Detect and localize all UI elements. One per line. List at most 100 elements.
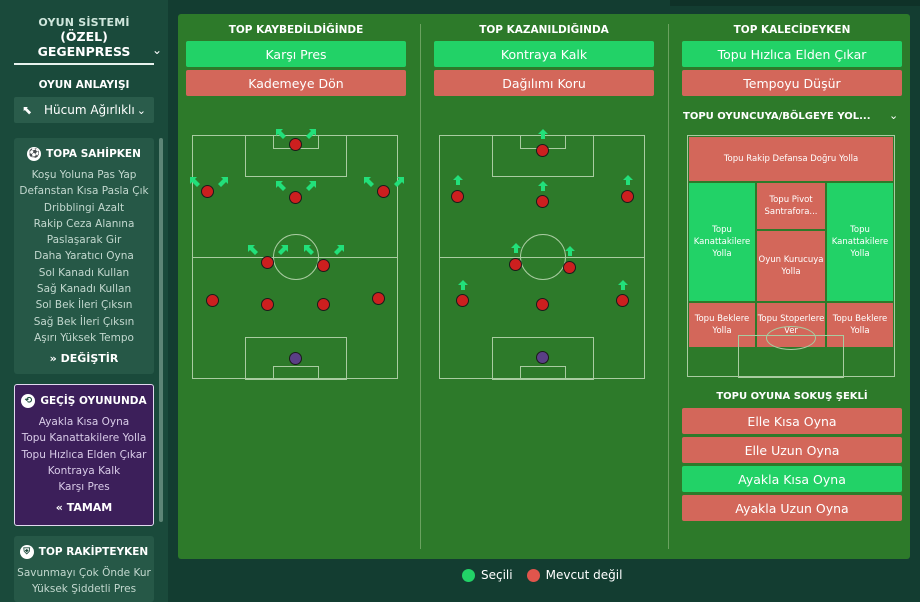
instruction-item: Karşı Pres bbox=[58, 481, 110, 494]
movement-arrow-icon bbox=[275, 180, 287, 192]
center-circle bbox=[520, 234, 566, 280]
option-counter-press[interactable]: Karşı Pres bbox=[186, 41, 406, 67]
zone-right-flank[interactable]: Topu Kanattakilere Yolla bbox=[826, 182, 894, 302]
sidebar-scrollbar[interactable] bbox=[159, 138, 163, 522]
pitch-won bbox=[439, 129, 645, 380]
instruction-item: Yüksek Şiddetli Pres bbox=[31, 583, 137, 596]
out-of-possession-title: TOP RAKİPTEYKEN bbox=[38, 546, 149, 558]
instruction-item: Rakip Ceza Alanına bbox=[33, 217, 135, 230]
legend: Seçili Mevcut değil bbox=[462, 568, 622, 582]
player-marker bbox=[456, 294, 469, 307]
movement-arrow-icon bbox=[537, 128, 549, 140]
goalkeeper-marker bbox=[536, 351, 549, 364]
zone-playmaker[interactable]: Oyun Kurucuya Yolla bbox=[756, 230, 826, 302]
player-marker bbox=[201, 185, 214, 198]
zone-defence-line[interactable]: Topu Rakip Defansa Doğru Yolla bbox=[688, 136, 894, 182]
option-roll-short[interactable]: Elle Kısa Oyna bbox=[682, 408, 902, 434]
in-possession-panel[interactable]: ⚽ TOPA SAHİPKEN Koşu Yoluna Pas Yap Defan… bbox=[14, 138, 154, 374]
transition-main-panel: TOP KAYBEDİLDİĞİNDE Karşı Pres Kademeye … bbox=[178, 14, 910, 559]
instruction-item: Topu Kanattakilere Yolla bbox=[21, 432, 147, 445]
movement-arrow-icon bbox=[363, 176, 375, 188]
option-counter[interactable]: Kontraya Kalk bbox=[434, 41, 654, 67]
option-take-short-kicks[interactable]: Ayakla Kısa Oyna bbox=[682, 466, 902, 492]
instruction-item: Paslaşarak Gir bbox=[46, 234, 122, 247]
movement-arrow-icon bbox=[510, 242, 522, 254]
formation-underline bbox=[14, 63, 154, 65]
movement-arrow-icon bbox=[303, 244, 315, 256]
goal-box-bottom bbox=[273, 366, 319, 380]
mentality-dropdown[interactable]: ⬉ Hücum Ağırlıklı ⌄ bbox=[14, 97, 154, 123]
option-take-long-kicks[interactable]: Ayakla Uzun Oyna bbox=[682, 495, 902, 521]
zone-target-forward[interactable]: Topu Pivot Santrafora... bbox=[756, 182, 826, 230]
movement-arrow-icon bbox=[333, 244, 345, 256]
player-marker bbox=[317, 259, 330, 272]
legend-selected: Seçili bbox=[481, 568, 513, 582]
done-button-label: TAMAM bbox=[66, 501, 113, 515]
instruction-item: Sağ Bek İleri Çıksın bbox=[33, 315, 135, 328]
tactics-sidebar: OYUN SİSTEMİ (ÖZEL) GEGENPRESS ⌄ OYUN AN… bbox=[0, 0, 168, 602]
gk-title: TOP KALECİDEYKEN bbox=[733, 24, 851, 36]
option-hold-shape[interactable]: Dağılımı Koru bbox=[434, 70, 654, 96]
movement-arrow-icon bbox=[189, 176, 201, 188]
lost-title: TOP KAYBEDİLDİĞİNDE bbox=[228, 24, 364, 36]
formation-selector[interactable]: OYUN SİSTEMİ (ÖZEL) GEGENPRESS ⌄ bbox=[0, 0, 168, 59]
top-bar-edge bbox=[670, 0, 920, 6]
movement-arrow-icon bbox=[275, 128, 287, 140]
movement-arrow-icon bbox=[305, 180, 317, 192]
zone-left-flank[interactable]: Topu Kanattakilere Yolla bbox=[688, 182, 756, 302]
option-distribute-quickly[interactable]: Topu Hızlıca Elden Çıkar bbox=[682, 41, 902, 67]
instruction-item: Kontraya Kalk bbox=[47, 464, 121, 477]
movement-arrow-icon bbox=[617, 279, 629, 291]
legend-unavailable: Mevcut değil bbox=[545, 568, 623, 582]
instruction-item: Sol Bek İleri Çıksın bbox=[35, 299, 133, 312]
unavailable-dot-icon bbox=[526, 568, 540, 582]
option-throw-long[interactable]: Elle Uzun Oyna bbox=[682, 437, 902, 463]
chevron-down-icon[interactable]: ⌄ bbox=[151, 43, 162, 57]
instruction-item: Sol Kanadı Kullan bbox=[38, 266, 130, 279]
ball-icon: ⚽ bbox=[27, 147, 42, 161]
in-transition-panel[interactable]: ⟲ GEÇİŞ OYUNUNDA Ayakla Kısa Oyna Topu Ka… bbox=[14, 384, 154, 526]
player-marker bbox=[616, 294, 629, 307]
column-divider bbox=[420, 24, 421, 549]
player-marker bbox=[317, 298, 330, 311]
movement-arrow-icon bbox=[305, 128, 317, 140]
distribute-to-title[interactable]: TOPU OYUNCUYA/BÖLGEYE YOL... bbox=[683, 111, 871, 122]
movement-arrow-icon bbox=[393, 176, 405, 188]
player-marker bbox=[451, 190, 464, 203]
mentality-value: Hücum Ağırlıklı bbox=[44, 103, 135, 117]
zone-left-back[interactable]: Topu Beklere Yolla bbox=[688, 302, 756, 348]
player-marker bbox=[536, 144, 549, 157]
mentality-label: OYUN ANLAYIŞI bbox=[38, 79, 130, 91]
player-marker bbox=[536, 195, 549, 208]
movement-arrow-icon bbox=[622, 174, 634, 186]
attack-arrow-icon: ⬉ bbox=[22, 103, 33, 117]
transition-icon: ⟲ bbox=[21, 394, 36, 408]
penalty-arc bbox=[766, 326, 816, 350]
double-chevron-left-icon: « bbox=[55, 501, 63, 515]
player-marker bbox=[377, 185, 390, 198]
player-marker bbox=[261, 298, 274, 311]
done-button[interactable]: « TAMAM bbox=[15, 501, 153, 514]
formation-name-line1: (ÖZEL) bbox=[60, 29, 108, 44]
player-marker bbox=[621, 190, 634, 203]
instruction-item: Dribblingi Azalt bbox=[43, 201, 125, 214]
instruction-item: Savunmayı Çok Önde Kur bbox=[17, 567, 151, 579]
instruction-item: Defanstan Kısa Pasla Çık bbox=[19, 185, 149, 198]
change-button[interactable]: » DEĞİŞTİR bbox=[14, 352, 154, 365]
formation-name-line2: GEGENPRESS bbox=[37, 44, 131, 59]
pitch-lost bbox=[189, 129, 404, 380]
zone-right-back[interactable]: Topu Beklere Yolla bbox=[826, 302, 894, 348]
player-marker bbox=[372, 292, 385, 305]
player-marker bbox=[563, 261, 576, 274]
player-marker bbox=[261, 256, 274, 269]
instruction-item: Koşu Yoluna Pas Yap bbox=[31, 169, 137, 181]
goal-box-bottom bbox=[520, 366, 566, 380]
out-of-possession-panel[interactable]: ⛨ TOP RAKİPTEYKEN Savunmayı Çok Önde Kur … bbox=[14, 536, 154, 602]
option-regroup[interactable]: Kademeye Dön bbox=[186, 70, 406, 96]
option-slow-pace[interactable]: Tempoyu Düşür bbox=[682, 70, 902, 96]
movement-arrow-icon bbox=[564, 245, 576, 257]
instruction-item: Daha Yaratıcı Oyna bbox=[34, 250, 134, 263]
chevron-down-icon[interactable]: ⌄ bbox=[889, 109, 899, 122]
instruction-item: Topu Hızlıca Elden Çıkar bbox=[21, 448, 147, 461]
movement-arrow-icon bbox=[277, 244, 289, 256]
